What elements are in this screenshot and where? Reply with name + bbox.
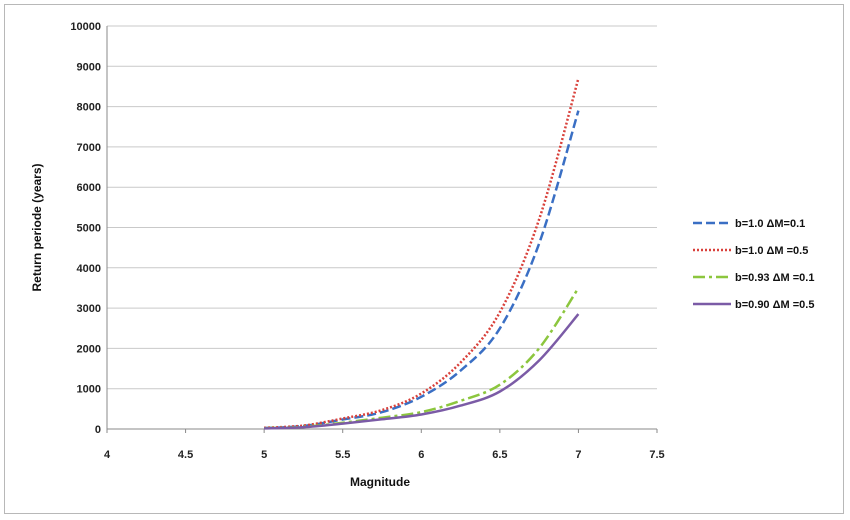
y-tick-label: 4000 (77, 263, 101, 275)
series-line-1 (264, 110, 580, 430)
y-tick-label: 6000 (77, 182, 101, 194)
legend-label-4: b=0.90 ΔM =0.5 (735, 299, 814, 311)
x-tick-label: 5 (261, 449, 267, 461)
series-line-4 (264, 313, 580, 430)
legend-label-1: b=1.0 ΔM=0.1 (735, 218, 805, 230)
y-tick-label: 9000 (77, 61, 101, 73)
x-tick-label: 4 (104, 449, 111, 461)
y-tick-label: 5000 (77, 223, 101, 235)
series-lines (264, 78, 580, 430)
legend-label-3: b=0.93 ΔM =0.1 (735, 272, 814, 284)
grid-lines (107, 25, 657, 390)
chart-frame: 0 1000 2000 3000 4000 5000 6000 7000 8000 9000 100… (4, 4, 844, 514)
y-tick-label: 2000 (77, 343, 101, 355)
legend-label-2: b=1.0 ΔM =0.5 (735, 245, 808, 257)
x-tick-label: 5.5 (335, 449, 350, 461)
legend: b=1.0 ΔM=0.1 b=1.0 ΔM =0.5 b=0.93 ΔM =0.1 b… (693, 218, 814, 311)
axes: 0 1000 2000 3000 4000 5000 6000 7000 8000 9000 100… (70, 21, 664, 461)
x-tick-label: 7.5 (649, 449, 664, 461)
y-tick-label: 1000 (77, 384, 101, 396)
series-line-2 (264, 78, 580, 430)
x-tick-label: 6.5 (492, 449, 507, 461)
y-tick-label: 10000 (70, 21, 101, 33)
y-tick-label: 7000 (77, 142, 101, 154)
x-axis-title: Magnitude (350, 475, 410, 489)
y-axis-title: Return periode (years) (30, 163, 44, 291)
y-tick-label: 3000 (77, 303, 101, 315)
x-tick-label: 4.5 (178, 449, 193, 461)
y-tick-label: 8000 (77, 102, 101, 114)
y-tick-label: 0 (95, 424, 101, 436)
return-period-chart: 0 1000 2000 3000 4000 5000 6000 7000 8000 9000 100… (30, 21, 814, 489)
series-line-3 (264, 287, 580, 430)
x-tick-label: 6 (418, 449, 424, 461)
x-tick-label: 7 (575, 449, 581, 461)
